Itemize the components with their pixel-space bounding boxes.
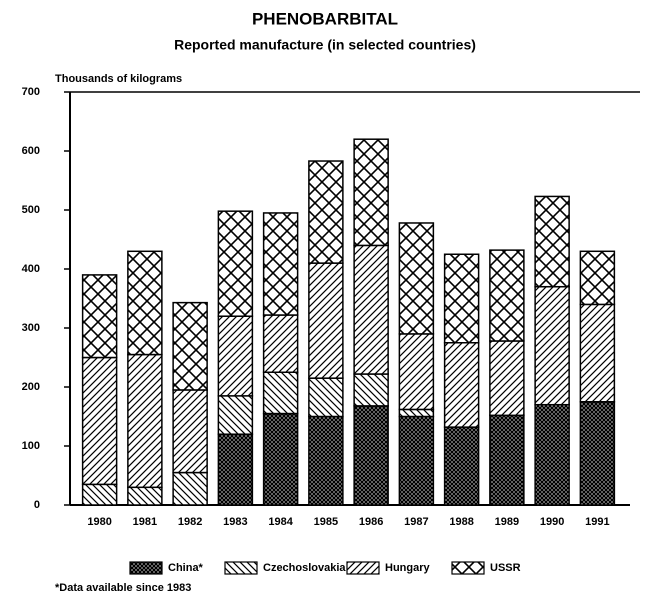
bar-segment [172, 301, 208, 391]
x-tick-label: 1986 [359, 516, 383, 528]
x-tick-label: 1991 [585, 516, 609, 528]
bar-segment [308, 415, 344, 506]
bar-segment [217, 433, 254, 506]
y-tick-label: 400 [22, 263, 40, 275]
bar-segment [81, 483, 118, 506]
legend-label: China* [168, 562, 204, 574]
bar-segment [262, 412, 299, 506]
bar-segment [81, 274, 118, 359]
y-tick-label: 100 [22, 440, 40, 452]
y-tick-label: 500 [22, 204, 40, 216]
x-tick-label: 1981 [133, 516, 157, 528]
bar-segment [534, 285, 570, 406]
bar-segment [262, 212, 299, 316]
y-tick-label: 600 [22, 145, 40, 157]
chart-subtitle: Reported manufacture (in selected countr… [174, 37, 476, 53]
bar-segment [579, 250, 616, 306]
bar-segment [443, 253, 480, 344]
bar-segment [217, 395, 254, 435]
bar-segment [534, 403, 570, 506]
bar-segment [308, 262, 344, 379]
x-tick-label: 1982 [178, 516, 202, 528]
bar-segment [172, 471, 208, 506]
bar-segment [353, 244, 389, 375]
y-tick-label: 0 [34, 499, 40, 511]
bar-segment [262, 314, 299, 373]
bar-segment [308, 160, 344, 264]
bar-segment [353, 373, 389, 407]
bar-segment [443, 426, 480, 506]
bar-segment [127, 486, 163, 506]
bar-segment [398, 222, 435, 335]
bar-segment [398, 408, 435, 418]
x-tick-label: 1985 [314, 516, 338, 528]
legend-swatch [129, 561, 163, 575]
chart-title: PHENOBARBITAL [252, 9, 398, 28]
legend-swatch [346, 561, 380, 575]
y-tick-label: 300 [22, 322, 40, 334]
bar-segment [534, 195, 570, 288]
footnote: *Data available since 1983 [55, 582, 191, 594]
y-tick-label: 200 [22, 381, 40, 393]
bar-segment [489, 249, 525, 342]
x-tick-label: 1983 [223, 516, 247, 528]
x-tick-label: 1988 [449, 516, 473, 528]
bar-segment [398, 333, 435, 411]
legend-swatch [224, 561, 258, 575]
bar-segment [262, 371, 299, 415]
bar-segment [127, 250, 163, 356]
bar-segment [489, 340, 525, 417]
x-tick-label: 1984 [268, 516, 293, 528]
legend-swatch [451, 561, 485, 575]
bar-segment [81, 356, 118, 486]
x-tick-label: 1987 [404, 516, 428, 528]
y-tick-label: 700 [22, 86, 40, 98]
bar-segment [217, 315, 254, 397]
legend-label: Czechoslovakia [263, 562, 346, 574]
bar-segment [127, 353, 163, 489]
x-tick-label: 1990 [540, 516, 564, 528]
legend-label: USSR [490, 562, 521, 574]
bar-segment [443, 342, 480, 428]
legend-label: Hungary [385, 562, 431, 574]
bar-segment [489, 414, 525, 506]
bar-segment [398, 415, 435, 506]
bar-segment [172, 389, 208, 474]
bar-segment [353, 138, 389, 247]
bar-segment [353, 405, 389, 506]
bar-segment [308, 377, 344, 418]
bar-segment [579, 401, 616, 506]
y-axis-label: Thousands of kilograms [55, 73, 182, 85]
x-tick-label: 1980 [87, 516, 111, 528]
bar-segment [217, 210, 254, 317]
bar-segment [579, 303, 616, 403]
x-tick-label: 1989 [495, 516, 519, 528]
